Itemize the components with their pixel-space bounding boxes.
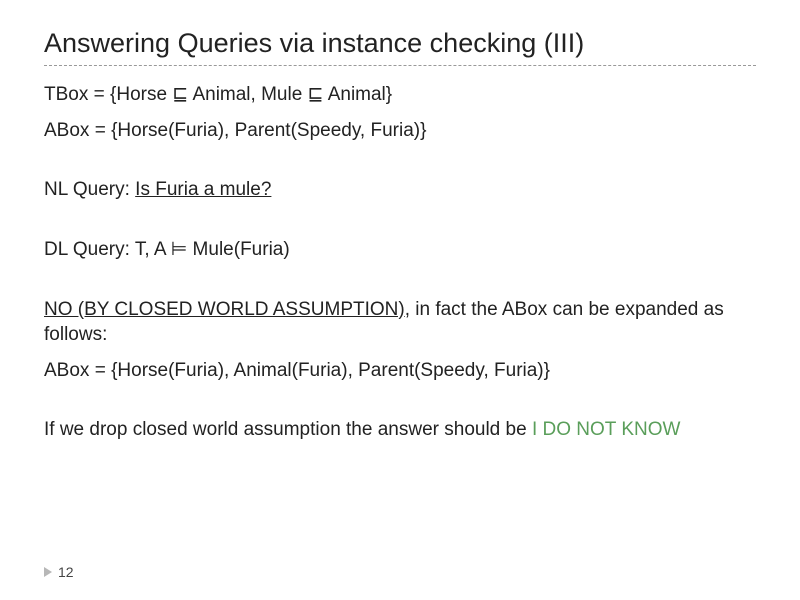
slide-title: Answering Queries via instance checking … (44, 28, 756, 59)
answer-label: NO (BY CLOSED WORLD ASSUMPTION) (44, 299, 405, 320)
tbox-line: TBox = {Horse ⊑ Animal, Mule ⊑ Animal} (44, 82, 756, 108)
nl-query-line: NL Query: Is Furia a mule? (44, 177, 756, 203)
nl-query-label: NL Query: (44, 179, 135, 200)
answer-line: NO (BY CLOSED WORLD ASSUMPTION), in fact… (44, 297, 756, 348)
drop-line: If we drop closed world assumption the a… (44, 417, 756, 443)
page-number-block: 12 (44, 564, 74, 580)
slide: Answering Queries via instance checking … (0, 0, 800, 600)
bullet-marker-icon (44, 567, 52, 577)
dl-query-line: DL Query: T, A ⊨ Mule(Furia) (44, 237, 756, 263)
nl-query-text: Is Furia a mule? (135, 179, 271, 200)
title-divider (44, 65, 756, 66)
page-number: 12 (58, 564, 74, 580)
drop-prefix: If we drop closed world assumption the a… (44, 419, 532, 440)
drop-answer: I DO NOT KNOW (532, 419, 680, 440)
abox-line: ABox = {Horse(Furia), Parent(Speedy, Fur… (44, 118, 756, 144)
abox-expanded-line: ABox = {Horse(Furia), Animal(Furia), Par… (44, 358, 756, 384)
